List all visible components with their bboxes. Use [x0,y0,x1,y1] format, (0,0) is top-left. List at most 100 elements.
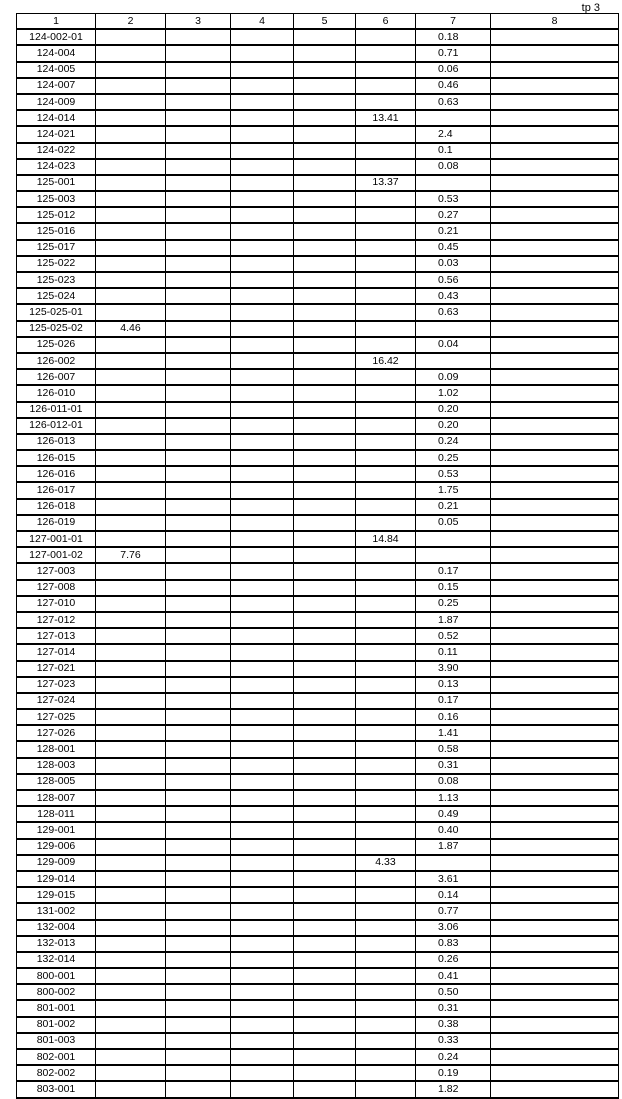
row-id-cell: 801-003 [16,1032,96,1051]
cell-col-7: 0.77 [415,902,491,921]
cell-col-6 [355,627,416,646]
row-id-cell: 129-014 [16,870,96,889]
cell-col-2 [95,465,166,484]
cell-col-8 [490,417,619,435]
cell-col-2 [95,141,166,160]
cell-col-5 [293,255,356,274]
cell-col-7: 0.31 [415,757,491,775]
cell-col-2 [95,983,166,1002]
table-row: 127-010 0.25 [16,595,619,613]
cell-col-5 [293,1048,356,1067]
table-row: 125-022 0.03 [16,255,619,274]
cell-col-3 [165,902,231,921]
cell-col-5 [293,61,356,79]
cell-col-2 [95,1048,166,1067]
cell-col-5 [293,28,356,47]
cell-col-7: 0.63 [415,303,491,322]
cell-col-2 [95,158,166,176]
table-row: 127-025 0.16 [16,708,619,727]
row-id-cell: 125-016 [16,222,96,241]
cell-col-6 [355,239,416,257]
cell-col-5 [293,271,356,290]
cell-col-4 [230,1064,294,1083]
cell-col-2 [95,595,166,613]
cell-col-4 [230,481,294,500]
column-header-3: 3 [165,13,231,31]
cell-col-7: 0.21 [415,222,491,241]
cell-col-8 [490,336,619,354]
cell-col-3 [165,336,231,354]
row-id-cell: 128-005 [16,773,96,792]
table-row: 125-023 0.56 [16,271,619,290]
row-id-cell: 127-023 [16,676,96,694]
cell-col-3 [165,61,231,79]
page-label: tp 3 [581,2,600,14]
row-id-cell: 126-017 [16,481,96,500]
cell-col-2: 4.46 [95,320,166,338]
row-id-cell: 125-012 [16,206,96,225]
cell-col-3 [165,643,231,662]
cell-col-2 [95,854,166,872]
cell-col-7: 0.45 [415,239,491,257]
cell-col-6 [355,465,416,484]
cell-col-2 [95,61,166,79]
cell-col-2 [95,498,166,516]
cell-col-8 [490,77,619,95]
row-id-cell: 126-013 [16,433,96,452]
table-row: 126-019 0.05 [16,514,619,533]
cell-col-3 [165,1064,231,1083]
cell-col-4 [230,352,294,371]
row-id-cell: 132-014 [16,951,96,970]
cell-col-5 [293,643,356,662]
cell-col-8 [490,141,619,160]
cell-col-8 [490,967,619,986]
table-row: 127-023 0.13 [16,676,619,694]
column-header-1: 1 [16,13,96,31]
cell-col-5 [293,999,356,1018]
row-id-cell: 128-001 [16,740,96,759]
row-id-cell: 125-017 [16,239,96,257]
cell-col-7 [415,352,491,371]
row-id-cell: 132-013 [16,935,96,953]
cell-col-3 [165,44,231,63]
cell-col-5 [293,303,356,322]
cell-col-8 [490,303,619,322]
cell-col-6 [355,1080,416,1099]
cell-col-3 [165,239,231,257]
cell-col-5 [293,93,356,112]
cell-col-6 [355,757,416,775]
row-id-cell: 124-005 [16,61,96,79]
cell-col-8 [490,983,619,1002]
table-row: 125-024 0.43 [16,287,619,306]
cell-col-8 [490,93,619,112]
cell-col-3 [165,821,231,840]
table-row: 125-012 0.27 [16,206,619,225]
cell-col-7: 0.24 [415,433,491,452]
row-id-cell: 129-015 [16,886,96,905]
cell-col-5 [293,530,356,549]
cell-col-2 [95,740,166,759]
cell-col-3 [165,999,231,1018]
cell-col-7: 0.1 [415,141,491,160]
cell-col-7: 0.40 [415,821,491,840]
cell-col-5 [293,352,356,371]
table-row: 132-013 0.83 [16,935,619,953]
cell-col-5 [293,287,356,306]
cell-col-2 [95,125,166,144]
cell-col-2 [95,886,166,905]
cell-col-4 [230,1016,294,1034]
row-id-cell: 126-018 [16,498,96,516]
cell-col-8 [490,886,619,905]
cell-col-5 [293,821,356,840]
cell-col-8 [490,320,619,338]
cell-col-6 [355,805,416,824]
cell-col-8 [490,740,619,759]
cell-col-4 [230,902,294,921]
cell-col-5 [293,514,356,533]
cell-col-4 [230,838,294,856]
cell-col-8 [490,821,619,840]
row-id-cell: 125-024 [16,287,96,306]
cell-col-4 [230,983,294,1002]
table-row: 125-001 13.37 [16,174,619,193]
cell-col-3 [165,627,231,646]
